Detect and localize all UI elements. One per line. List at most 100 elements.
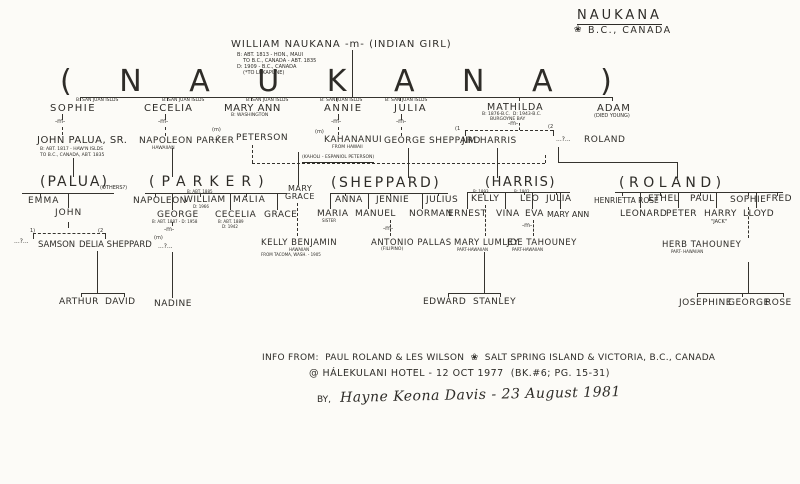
person-julia-harris: JULIA xyxy=(546,194,572,204)
note-william-parker-death: D: 1966 xyxy=(193,204,209,209)
connector-line xyxy=(677,162,678,178)
note-william-parker-birth: B: ABT. 1885 xyxy=(187,189,213,194)
connector-line xyxy=(40,193,41,197)
connector-line xyxy=(483,192,484,195)
spouse-mary-lumley: MARY LUMLEY xyxy=(454,238,520,248)
birth-tag-cecelia: B: SAN JUAN ISLDS xyxy=(162,98,205,103)
note-kahananui: FROM HAWAII xyxy=(332,145,363,150)
note-harry-nickname: "JACK" xyxy=(711,219,728,225)
connector-line xyxy=(345,193,346,196)
dashed-connector-line xyxy=(338,114,339,120)
person-ernest: ERNEST xyxy=(448,209,487,219)
note-antonio-pallas: (FILIPINO) xyxy=(381,247,404,252)
person-julius: JULIUS xyxy=(426,195,459,205)
birth-tag-julia: B: SAN JUAN ISLDS xyxy=(385,98,428,103)
chart-title: NAUKANA xyxy=(577,8,662,25)
root-note-extra: (*TO LUKAPUNE) xyxy=(243,70,285,76)
connector-line xyxy=(697,293,698,297)
connector-line xyxy=(172,193,173,210)
footer-info-line-1: INFO FROM: PAUL ROLAND & LES WILSON ❀ SA… xyxy=(262,353,716,363)
connector-line xyxy=(484,252,485,293)
surname-banner: ( N A U K A N A ) xyxy=(60,64,631,99)
connector-line xyxy=(124,293,125,297)
connector-line xyxy=(748,192,749,196)
person-nadine: NADINE xyxy=(154,299,192,309)
person-sophie: SOPHIE xyxy=(50,103,97,114)
connector-line xyxy=(612,97,613,101)
root-couple: WILLIAM NAUKANA -m- (INDIAN GIRL) xyxy=(231,39,452,50)
person-leonard: LEONARD xyxy=(620,209,668,219)
dashed-connector-line xyxy=(338,127,339,135)
connector-line xyxy=(368,193,369,209)
dashed-connector-line xyxy=(519,123,520,130)
dashed-connector-line xyxy=(533,220,534,236)
birth-tag-sophie: B: SAN JUAN ISLDS xyxy=(76,98,119,103)
connector-line xyxy=(748,262,749,293)
connector-line xyxy=(298,152,299,185)
person-mathilda: MATHILDA xyxy=(487,102,544,113)
spouse-kelly-benjamin: KELLY BENJAMIN xyxy=(261,238,338,248)
connector-line xyxy=(700,192,701,196)
dashed-connector-line xyxy=(62,114,63,120)
spouse-jim-harris: JIM HARRIS xyxy=(462,136,517,146)
connector-line xyxy=(422,193,423,209)
connector-line xyxy=(68,193,69,208)
person-grace-parker: GRACE xyxy=(264,210,298,220)
note-mathilda-place: BURGOYNE BAY xyxy=(490,117,526,122)
connector-line xyxy=(400,97,401,101)
connector-line xyxy=(246,193,247,197)
spouse-george-sheppard: GEORGE SHEPPARD xyxy=(384,136,481,146)
person-napoleon-parker-jr: NAPOLEON xyxy=(133,196,187,206)
connector-line xyxy=(777,192,778,196)
person-lloyd: LLOYD xyxy=(743,209,775,219)
person-mary-ann-harris: MARY ANN xyxy=(547,210,590,219)
dashed-connector-line xyxy=(545,155,546,163)
dashed-connector-line xyxy=(252,163,545,164)
root-note-birth: B: ABT. 1813 - HON., MAUI xyxy=(237,52,303,58)
person-leo: LEO xyxy=(520,194,540,204)
note-kelly-benjamin-from: FROM TACOMA, WASH. - 1905 xyxy=(261,252,321,257)
person-josephine: JOSEPHINE xyxy=(679,298,732,308)
person-george-tahouney: GEORGE xyxy=(728,298,770,308)
connector-line xyxy=(200,193,201,197)
connector-line xyxy=(81,293,82,297)
person-annie: ANNIE xyxy=(324,103,363,114)
flower-icon: ❀ xyxy=(574,25,582,35)
dashed-connector-line xyxy=(165,114,166,120)
connector-line xyxy=(660,192,661,196)
note-palua-others: (OTHERS?) xyxy=(100,185,128,191)
connector-line xyxy=(336,97,337,101)
person-vina: VINA xyxy=(496,209,520,219)
note-john-palua-migration: TO B.C., CANADA, ABT. 1835 xyxy=(40,153,105,158)
connector-line xyxy=(497,148,498,178)
person-edward: EDWARD xyxy=(423,297,467,307)
person-malia: MALIA xyxy=(233,195,266,205)
marriage-tag-mary-ann: (m) xyxy=(212,127,221,133)
connector-line xyxy=(448,293,449,297)
connector-line xyxy=(251,97,252,101)
family-header-sheppard: (SHEPPARD) xyxy=(331,175,442,191)
connector-line xyxy=(500,293,501,297)
person-adam: ADAM xyxy=(597,103,631,114)
person-william-parker: WILLIAM xyxy=(184,195,226,205)
connector-line xyxy=(352,50,353,97)
marriage-mark-george-parker: -m- xyxy=(164,226,175,233)
connector-line xyxy=(73,158,74,177)
marriage-tag-mathilda-1: (1 xyxy=(455,126,461,132)
connector-line xyxy=(560,192,561,209)
connector-line xyxy=(448,293,500,294)
chart-subtitle: B.C., CANADA xyxy=(588,25,672,36)
connector-line xyxy=(81,293,124,294)
connector-line xyxy=(524,192,525,195)
person-arthur: ARTHUR xyxy=(59,297,99,307)
connector-line xyxy=(230,193,231,210)
family-header-harris: (HARRIS) xyxy=(485,175,556,190)
person-george-parker: GEORGE xyxy=(157,210,199,220)
birth-tag-annie: B: SAN JUAN ISLDS xyxy=(320,98,363,103)
spouse-delia-sheppard: DELIA SHEPPARD xyxy=(79,240,152,250)
person-maria: MARIA xyxy=(317,209,349,219)
connector-line xyxy=(640,192,641,208)
footer-signature: Hayne Keona Davis - 23 August 1981 xyxy=(339,384,622,406)
person-mary-grace-line1: MARY xyxy=(288,184,313,193)
marriage-unknown-mathilda: ...?... xyxy=(556,136,571,143)
